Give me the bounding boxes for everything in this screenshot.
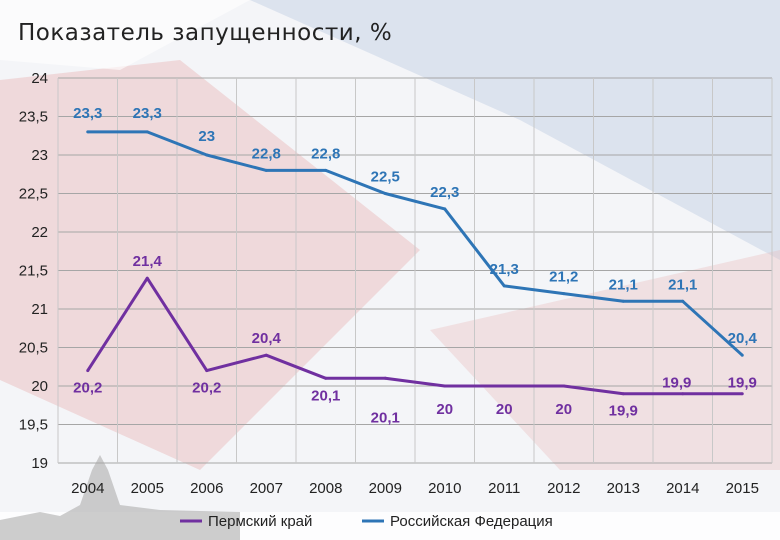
data-label: 20,4 xyxy=(728,330,758,347)
data-label: 21,1 xyxy=(668,276,697,293)
data-label: 23 xyxy=(198,128,215,145)
data-point xyxy=(86,130,90,134)
y-tick-label: 23 xyxy=(31,147,48,164)
legend-label: Российская Федерация xyxy=(390,513,553,530)
y-tick-label: 19 xyxy=(31,455,48,472)
data-label: 20 xyxy=(496,401,513,418)
data-label: 22,3 xyxy=(430,184,459,201)
chart-title: Показатель запущенности, % xyxy=(18,20,393,46)
series-line-perm xyxy=(86,276,743,396)
data-point xyxy=(264,353,268,357)
x-axis: 2004 2005 2006 2007 2008 2009 2010 2011 2012 2013… xyxy=(71,480,759,497)
data-label: 20,4 xyxy=(252,330,282,347)
data-point xyxy=(205,369,209,373)
data-point xyxy=(443,207,447,211)
y-tick-label: 20,5 xyxy=(19,340,48,357)
legend: Пермский край Российская Федерация xyxy=(180,513,553,530)
legend-label: Пермский край xyxy=(208,513,312,530)
data-label: 20,2 xyxy=(192,380,221,397)
x-tick-label: 2013 xyxy=(607,480,640,497)
data-label: 21,1 xyxy=(609,276,638,293)
y-tick-label: 21,5 xyxy=(19,263,48,280)
y-tick-label: 21 xyxy=(31,301,48,318)
data-point xyxy=(681,392,685,396)
x-tick-label: 2011 xyxy=(488,480,520,497)
data-point xyxy=(86,369,90,373)
data-point xyxy=(621,299,625,303)
x-tick-label: 2006 xyxy=(190,480,223,497)
data-label: 22,8 xyxy=(311,145,340,162)
data-label: 20 xyxy=(436,401,453,418)
y-tick-label: 23,5 xyxy=(19,109,48,126)
y-tick-label: 24 xyxy=(31,70,48,87)
x-tick-label: 2008 xyxy=(309,480,342,497)
data-label: 20,1 xyxy=(371,409,400,426)
data-label: 21,3 xyxy=(490,261,519,278)
y-tick-label: 22,5 xyxy=(19,186,48,203)
data-point xyxy=(264,168,268,172)
data-label: 22,5 xyxy=(371,169,400,186)
data-point xyxy=(383,376,387,380)
data-label: 22,8 xyxy=(252,145,281,162)
data-label: 21,4 xyxy=(133,253,163,270)
data-labels: 20,2 21,4 20,2 20,4 20,1 20,1 20 20 20 19,9 19,9 19… xyxy=(73,105,757,426)
x-tick-label: 2012 xyxy=(547,480,580,497)
y-axis: 24 23,5 23 22,5 22 21,5 21 20,5 20 19,5 19 xyxy=(19,70,48,472)
grid-lines xyxy=(57,77,773,464)
series-line-rf xyxy=(87,130,744,357)
x-tick-label: 2010 xyxy=(428,480,461,497)
data-point xyxy=(740,392,744,396)
data-label: 20 xyxy=(555,401,572,418)
data-point xyxy=(383,192,387,195)
x-tick-label: 2005 xyxy=(131,480,164,497)
data-point xyxy=(145,130,149,134)
data-point xyxy=(324,168,328,172)
data-point xyxy=(443,384,447,388)
data-point xyxy=(621,392,625,396)
data-label: 19,9 xyxy=(662,375,691,392)
y-tick-label: 19,5 xyxy=(19,417,48,434)
x-tick-label: 2004 xyxy=(71,480,104,497)
data-point xyxy=(502,384,506,388)
data-label: 20,2 xyxy=(73,380,102,397)
y-tick-label: 20 xyxy=(31,378,48,395)
data-point xyxy=(562,292,566,296)
series-layer xyxy=(86,130,744,396)
data-point xyxy=(681,299,685,303)
data-point xyxy=(740,353,744,357)
x-tick-label: 2009 xyxy=(369,480,402,497)
data-point xyxy=(502,284,506,288)
data-label: 20,1 xyxy=(311,387,340,404)
data-label: 19,9 xyxy=(609,403,638,420)
data-point xyxy=(562,384,566,388)
x-tick-label: 2007 xyxy=(250,480,283,497)
data-point xyxy=(145,276,149,280)
data-label: 23,3 xyxy=(73,105,102,122)
x-tick-label: 2015 xyxy=(726,480,759,497)
data-point xyxy=(205,153,209,157)
data-label: 23,3 xyxy=(133,105,162,122)
data-point xyxy=(324,376,328,380)
data-label: 21,2 xyxy=(549,269,578,286)
y-tick-label: 22 xyxy=(31,224,48,241)
data-label: 19,9 xyxy=(728,375,757,392)
x-tick-label: 2014 xyxy=(666,480,699,497)
